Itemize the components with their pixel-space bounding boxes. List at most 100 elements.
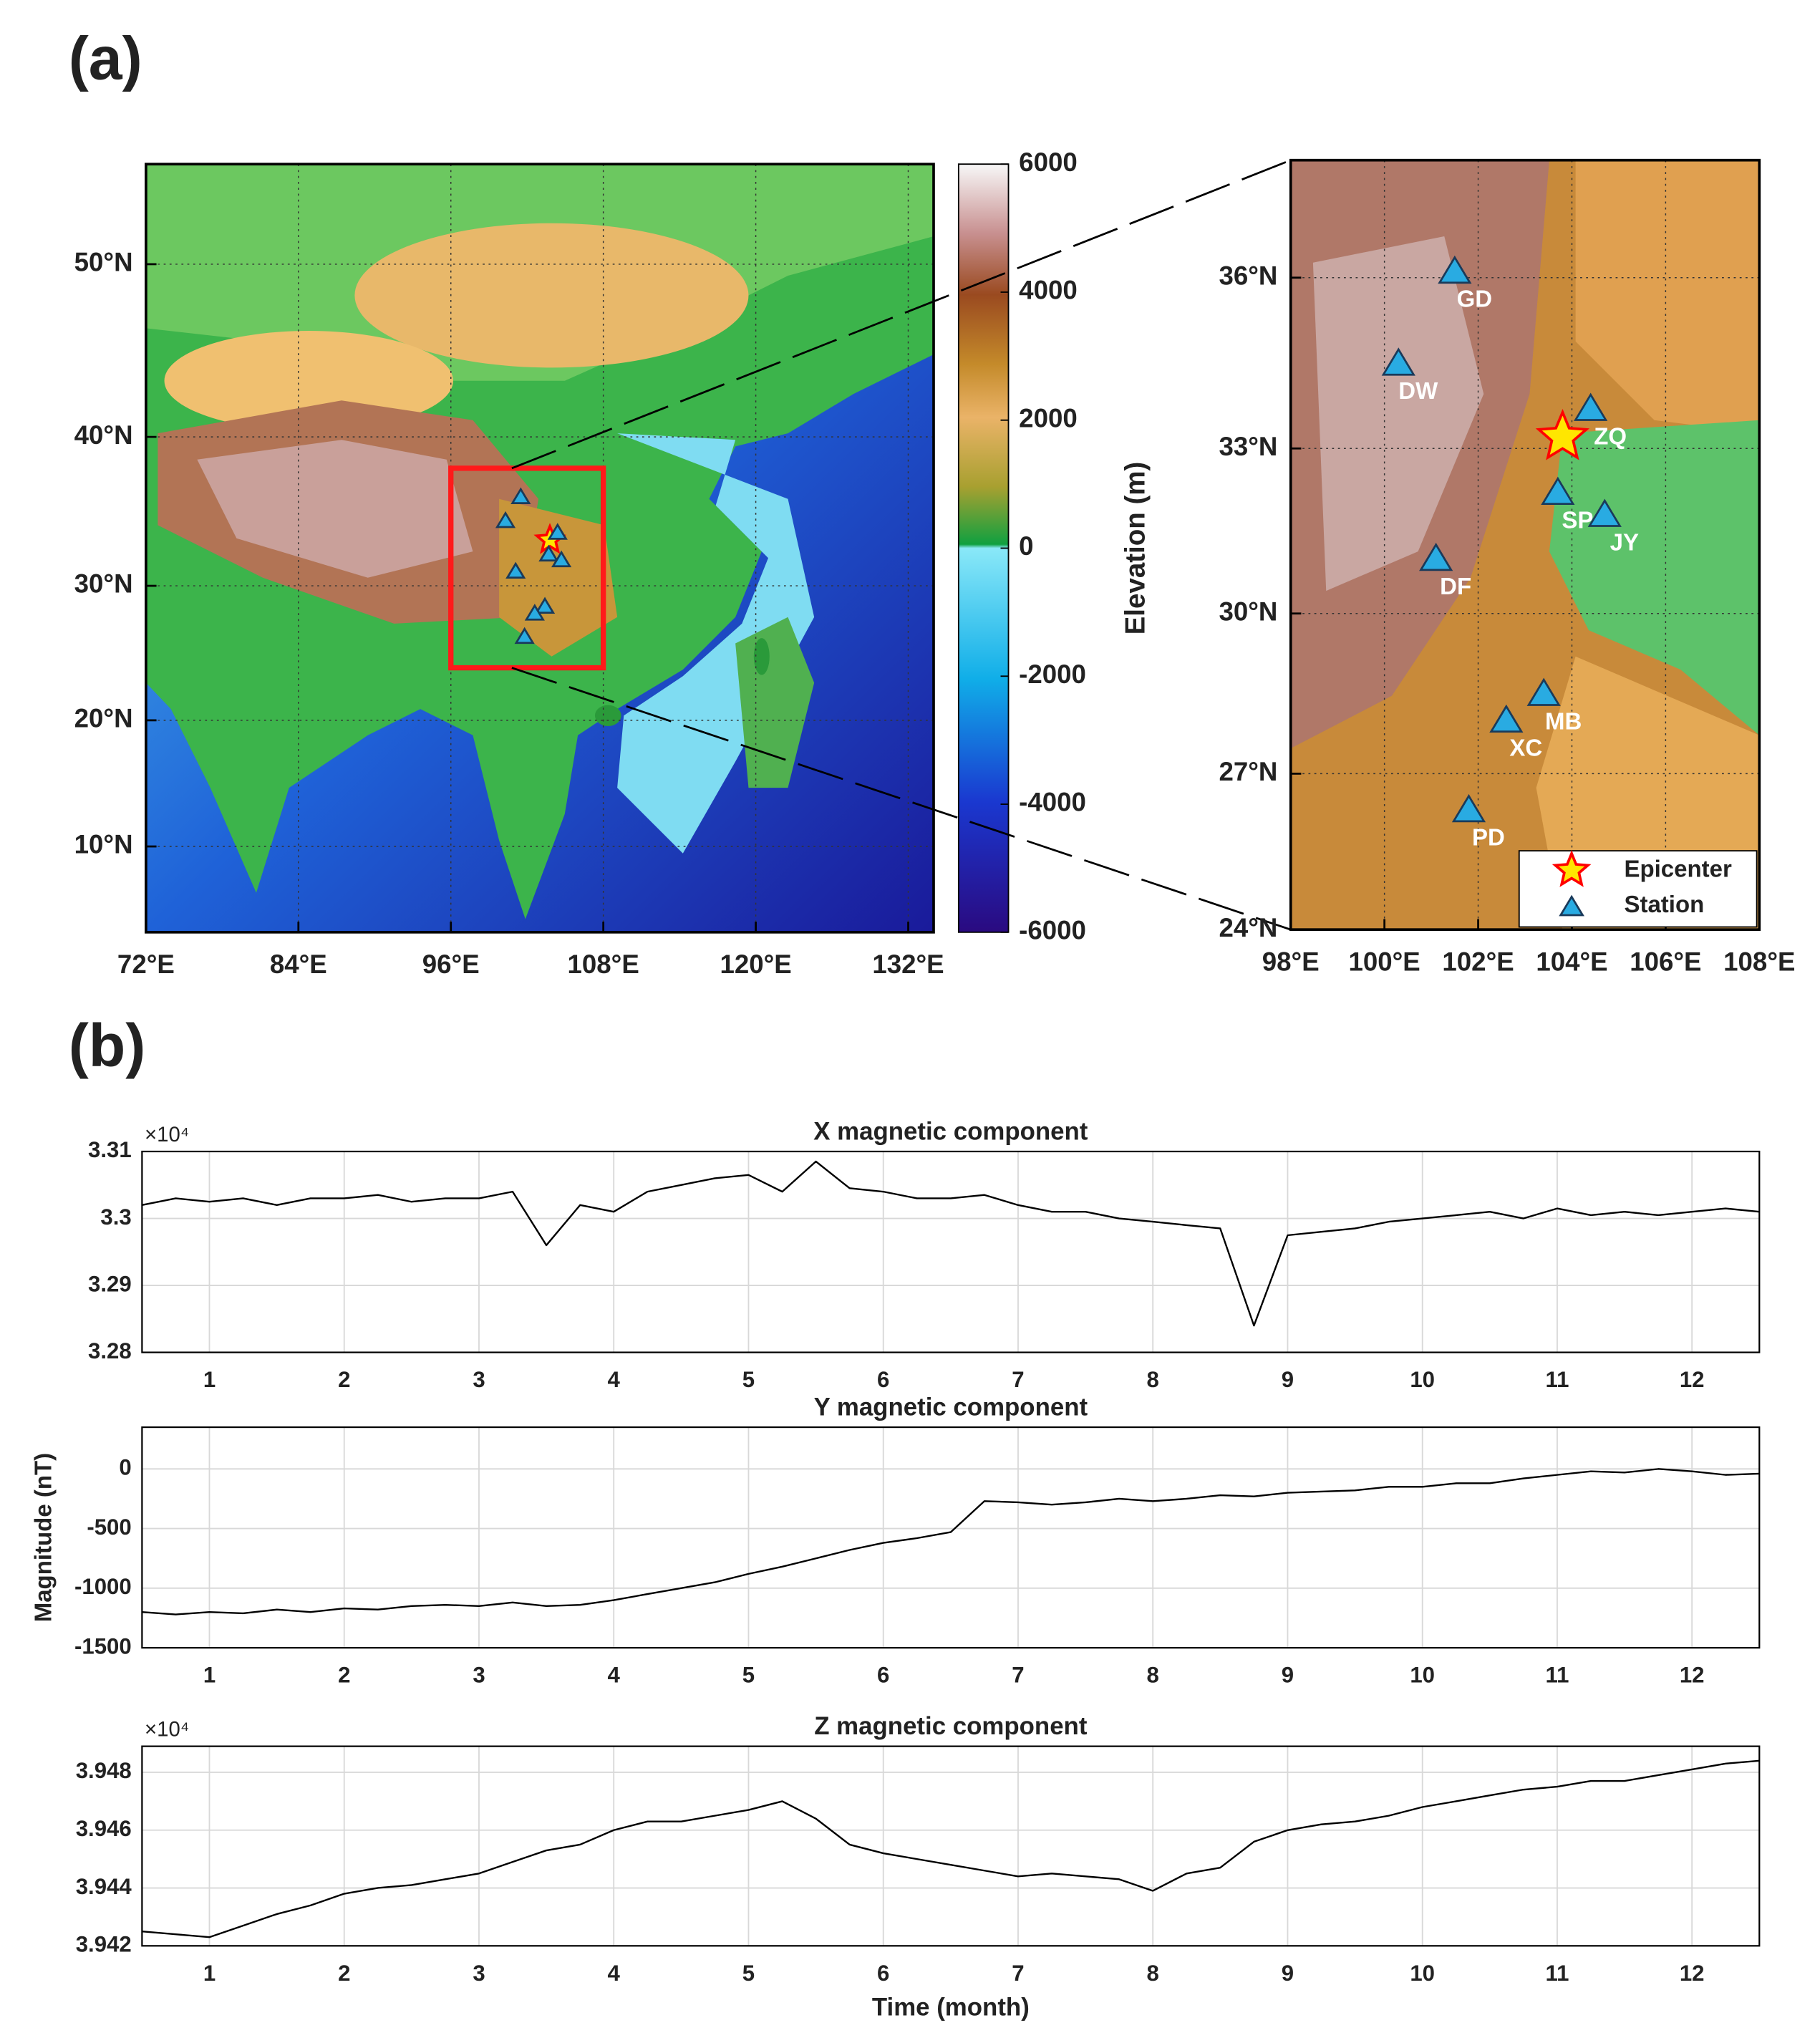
colorbar-tick-label: 6000 xyxy=(1019,148,1078,177)
x-tick-label: 11 xyxy=(1545,1961,1569,1986)
zoom-line xyxy=(511,667,1292,931)
colorbar-tick-label: 2000 xyxy=(1019,403,1078,433)
y-tick-label: 40°N xyxy=(74,420,133,450)
x-tick-label: 10 xyxy=(1410,1961,1435,1986)
y-tick-label: 3.29 xyxy=(88,1271,132,1296)
data-line xyxy=(142,1160,1760,1327)
x-tick-label: 1 xyxy=(203,1663,216,1688)
y-tick-label: 24°N xyxy=(1219,913,1277,942)
epicenter-marker xyxy=(1535,408,1589,460)
station-marker xyxy=(551,550,572,568)
overview-terrain xyxy=(145,164,934,932)
y-tick-label: -500 xyxy=(87,1515,131,1540)
legend-box xyxy=(1518,850,1758,928)
station-marker xyxy=(1451,793,1486,823)
data-line xyxy=(142,1468,1760,1615)
station-label: SP xyxy=(1562,507,1593,533)
x-tick-label: 3 xyxy=(473,1961,485,1986)
station-marker xyxy=(538,544,559,562)
station-label: DW xyxy=(1398,377,1438,404)
station-marker xyxy=(547,523,568,540)
x-tick-label: 4 xyxy=(608,1961,621,1986)
station-marker xyxy=(514,627,535,644)
x-tick-label: 4 xyxy=(608,1367,621,1392)
station-marker xyxy=(510,487,531,505)
y-tick-label: 3.944 xyxy=(76,1874,132,1899)
x-tick-label: 10 xyxy=(1410,1367,1435,1392)
exponent-label: ×10⁴ xyxy=(145,1123,189,1146)
colorbar-label: Elevation (m) xyxy=(1120,462,1151,635)
y-axis-label: Magnitude (nT) xyxy=(29,1453,56,1622)
map-frame xyxy=(145,163,935,934)
x-tick-label: 6 xyxy=(877,1367,889,1392)
plot-area xyxy=(142,1427,1760,1648)
station-marker xyxy=(524,604,545,621)
station-label: GD xyxy=(1457,286,1493,312)
colorbar xyxy=(957,163,1010,933)
panel-label: (a) xyxy=(69,24,142,92)
x-tick-label: 1 xyxy=(203,1367,216,1392)
station-label: ZQ xyxy=(1594,422,1627,449)
plot-frame xyxy=(141,1150,1761,1353)
x-tick-label: 84°E xyxy=(270,950,327,979)
x-tick-label: 12 xyxy=(1680,1663,1705,1688)
x-tick-label: 2 xyxy=(338,1367,350,1392)
colorbar-tick-label: 4000 xyxy=(1019,276,1078,305)
chart-title: Z magnetic component xyxy=(814,1712,1088,1740)
y-tick-label: 27°N xyxy=(1219,757,1277,786)
legend-label: Station xyxy=(1624,891,1704,917)
y-tick-label: 10°N xyxy=(74,830,133,859)
x-tick-label: 7 xyxy=(1012,1663,1024,1688)
x-tick-label: 5 xyxy=(742,1961,755,1986)
station-label: XC xyxy=(1509,735,1542,761)
station-marker xyxy=(1419,542,1453,571)
x-tick-label: 3 xyxy=(473,1367,485,1392)
x-tick-label: 12 xyxy=(1680,1961,1705,1986)
station-label: MB xyxy=(1545,707,1582,734)
x-tick-label: 102°E xyxy=(1442,947,1514,977)
x-axis-label: Time (month) xyxy=(872,1994,1030,2022)
x-tick-label: 5 xyxy=(742,1367,755,1392)
y-tick-label: 0 xyxy=(119,1455,131,1480)
station-marker xyxy=(1587,498,1622,527)
x-tick-label: 6 xyxy=(877,1663,889,1688)
y-tick-label: 3.946 xyxy=(76,1816,132,1841)
y-tick-label: -1500 xyxy=(74,1633,132,1658)
y-tick-label: 30°N xyxy=(1219,597,1277,626)
station-marker xyxy=(1381,347,1415,376)
x-tick-label: 9 xyxy=(1282,1663,1294,1688)
plot-area xyxy=(142,1746,1760,1946)
plot-frame xyxy=(141,1426,1761,1649)
y-tick-label: 3.28 xyxy=(88,1338,132,1363)
legend-marker xyxy=(1559,894,1584,917)
x-tick-label: 8 xyxy=(1147,1367,1159,1392)
y-tick-label: -1000 xyxy=(74,1574,132,1599)
exponent-label: ×10⁴ xyxy=(145,1717,189,1741)
station-label: DF xyxy=(1440,573,1471,599)
y-tick-label: 3.31 xyxy=(88,1137,132,1162)
station-marker xyxy=(1438,255,1472,284)
panel-label: (b) xyxy=(69,1012,146,1079)
x-tick-label: 11 xyxy=(1545,1367,1569,1392)
x-tick-label: 106°E xyxy=(1630,947,1701,977)
x-tick-label: 98°E xyxy=(1262,947,1320,977)
plot-area xyxy=(142,1151,1760,1353)
chart-title: X magnetic component xyxy=(813,1118,1088,1146)
y-tick-label: 3.3 xyxy=(100,1204,131,1230)
x-tick-label: 8 xyxy=(1147,1663,1159,1688)
legend-marker xyxy=(1552,849,1592,887)
station-label: PD xyxy=(1472,824,1505,851)
legend-label: Epicenter xyxy=(1624,855,1732,882)
x-tick-label: 9 xyxy=(1282,1367,1294,1392)
y-tick-label: 50°N xyxy=(74,248,133,277)
colorbar-tick-label: -6000 xyxy=(1019,916,1086,945)
x-tick-label: 104°E xyxy=(1536,947,1607,977)
map-frame xyxy=(1289,158,1761,931)
x-tick-label: 2 xyxy=(338,1961,350,1986)
y-tick-label: 30°N xyxy=(74,569,133,599)
zoom-line xyxy=(511,159,1292,470)
y-tick-label: 36°N xyxy=(1219,261,1277,290)
colorbar-tick-label: -4000 xyxy=(1019,788,1086,817)
